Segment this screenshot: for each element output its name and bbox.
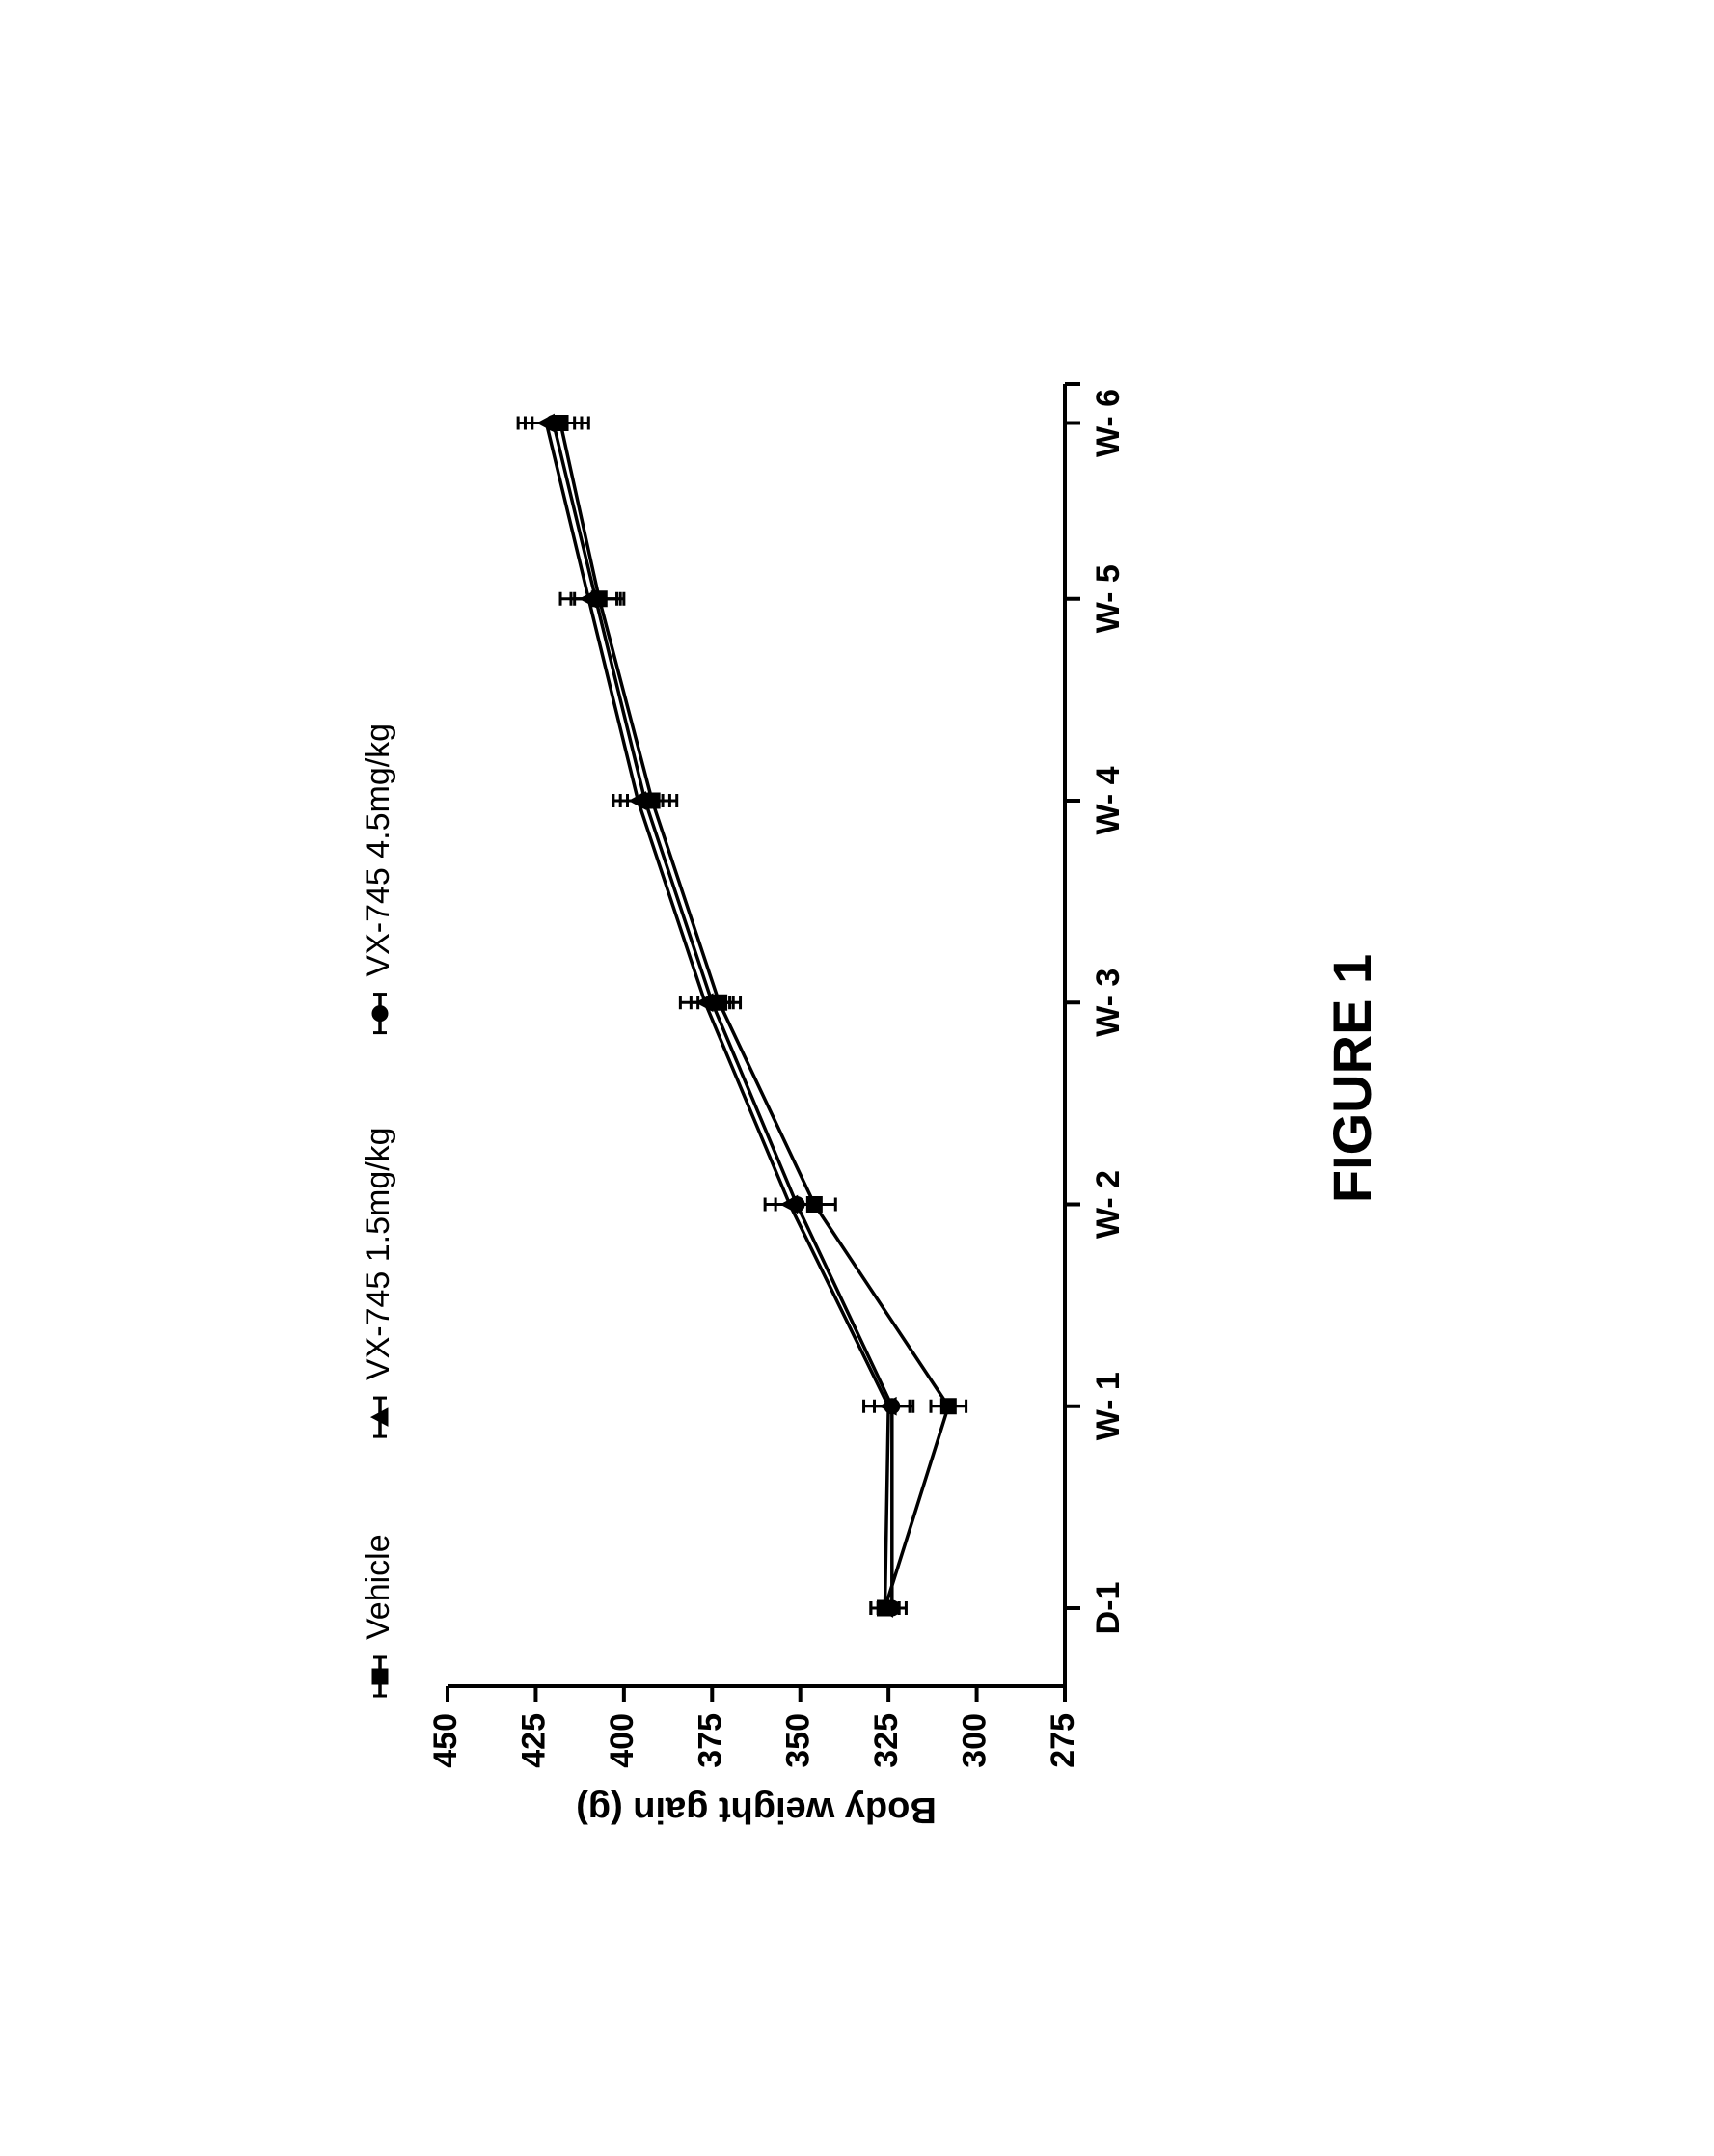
y-tick-label: 400 bbox=[603, 1713, 639, 1768]
x-tick-label: W- 4 bbox=[1090, 766, 1127, 834]
y-tick-label: 375 bbox=[692, 1713, 728, 1768]
page: 275 300 325 350 375 400 425 450 Body weight gain… bbox=[0, 0, 1714, 2156]
y-tick-label: 425 bbox=[515, 1713, 552, 1768]
y-tick-label: 300 bbox=[956, 1713, 993, 1768]
marker-square bbox=[940, 1398, 956, 1413]
marker-square bbox=[372, 1669, 388, 1684]
x-tick-label: W- 6 bbox=[1090, 388, 1127, 456]
y-tick-label: 275 bbox=[1044, 1713, 1080, 1768]
y-tick-label: 450 bbox=[426, 1713, 463, 1768]
y-tick-label: 325 bbox=[868, 1713, 905, 1768]
chart-rotated-container: 275 300 325 350 375 400 425 450 Body weight gain… bbox=[332, 307, 1383, 1850]
body-weight-chart: 275 300 325 350 375 400 425 450 Body weight gain… bbox=[332, 307, 1277, 1850]
figure-caption: FIGURE 1 bbox=[1320, 307, 1383, 1850]
legend-label: VX-745 4.5mg/kg bbox=[359, 723, 395, 976]
x-tick-label: W- 1 bbox=[1090, 1372, 1127, 1440]
chart-legend: Vehicle VX-745 1.5mg/kg VX-745 4.5mg/kg bbox=[359, 723, 395, 1695]
legend-label: Vehicle bbox=[359, 1534, 395, 1640]
y-tick-label: 350 bbox=[779, 1713, 816, 1768]
y-axis-label: Body weight gain (g) bbox=[576, 1789, 937, 1830]
legend-label: VX-745 1.5mg/kg bbox=[359, 1127, 395, 1380]
x-tick-label: W- 2 bbox=[1090, 1169, 1127, 1238]
x-tick-label: D-1 bbox=[1090, 1581, 1127, 1634]
x-tick-label: W- 5 bbox=[1090, 564, 1127, 633]
x-tick-label: W- 3 bbox=[1090, 968, 1127, 1036]
